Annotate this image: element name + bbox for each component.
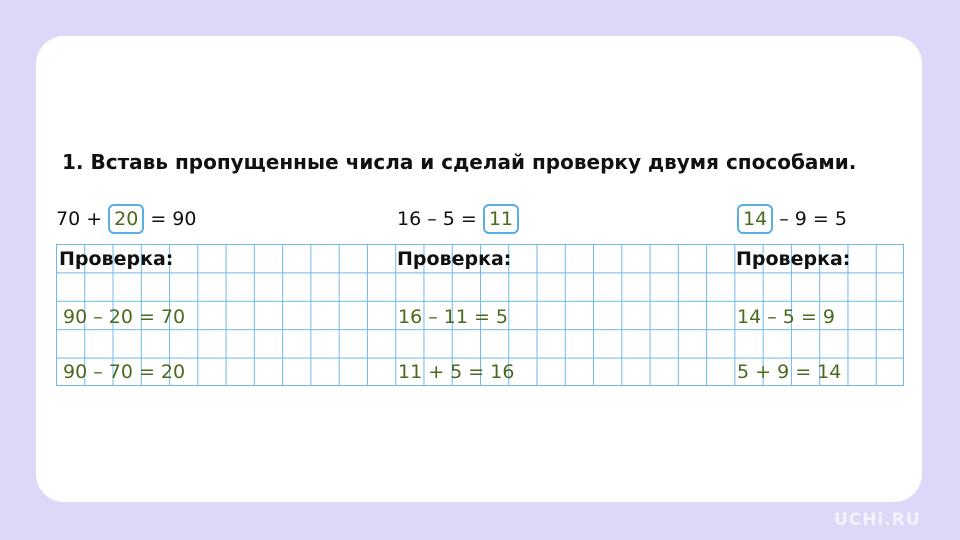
check-label: Проверка: <box>397 248 512 270</box>
equation-1: 70 +20 = 90 <box>56 204 196 234</box>
answer-box[interactable]: 11 <box>482 204 519 234</box>
check-line: 14 – 5 = 9 <box>737 306 835 328</box>
equation-3: 14– 9 = 5 <box>731 204 847 234</box>
equation-2: 16 – 5 = 11 <box>397 204 525 234</box>
task-text: Вставь пропущенные числа и сделай провер… <box>90 150 857 174</box>
eq-before: 16 – 5 = <box>397 208 477 230</box>
squared-grid <box>56 244 904 386</box>
check-line: 90 – 20 = 70 <box>63 306 186 328</box>
answer-box[interactable]: 14 <box>737 204 774 234</box>
check-label: Проверка: <box>736 248 851 270</box>
answer-box[interactable]: 20 <box>108 204 145 234</box>
eq-after: = 90 <box>150 208 197 230</box>
check-line: 16 – 11 = 5 <box>398 306 509 328</box>
task-number: 1. <box>62 150 84 174</box>
check-line: 5 + 9 = 14 <box>737 361 842 383</box>
check-line: 11 + 5 = 16 <box>398 361 515 383</box>
eq-before: 70 + <box>56 208 103 230</box>
check-line: 90 – 70 = 20 <box>63 361 186 383</box>
uchi-logo: UCHi.RU <box>834 510 921 530</box>
check-label: Проверка: <box>59 248 174 270</box>
eq-after: – 9 = 5 <box>779 208 847 230</box>
task-title: 1. Вставь пропущенные числа и сделай про… <box>62 150 856 174</box>
